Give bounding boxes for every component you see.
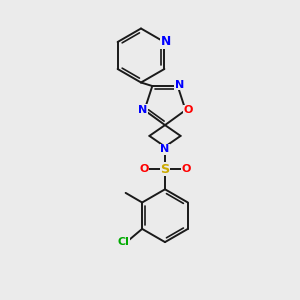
Text: N: N (175, 80, 184, 90)
Text: N: N (138, 105, 148, 115)
Text: S: S (160, 163, 169, 176)
Text: O: O (183, 105, 193, 115)
Text: N: N (160, 144, 169, 154)
Text: O: O (139, 164, 149, 174)
Text: O: O (181, 164, 191, 174)
Text: N: N (161, 35, 171, 48)
Text: Cl: Cl (117, 237, 129, 247)
